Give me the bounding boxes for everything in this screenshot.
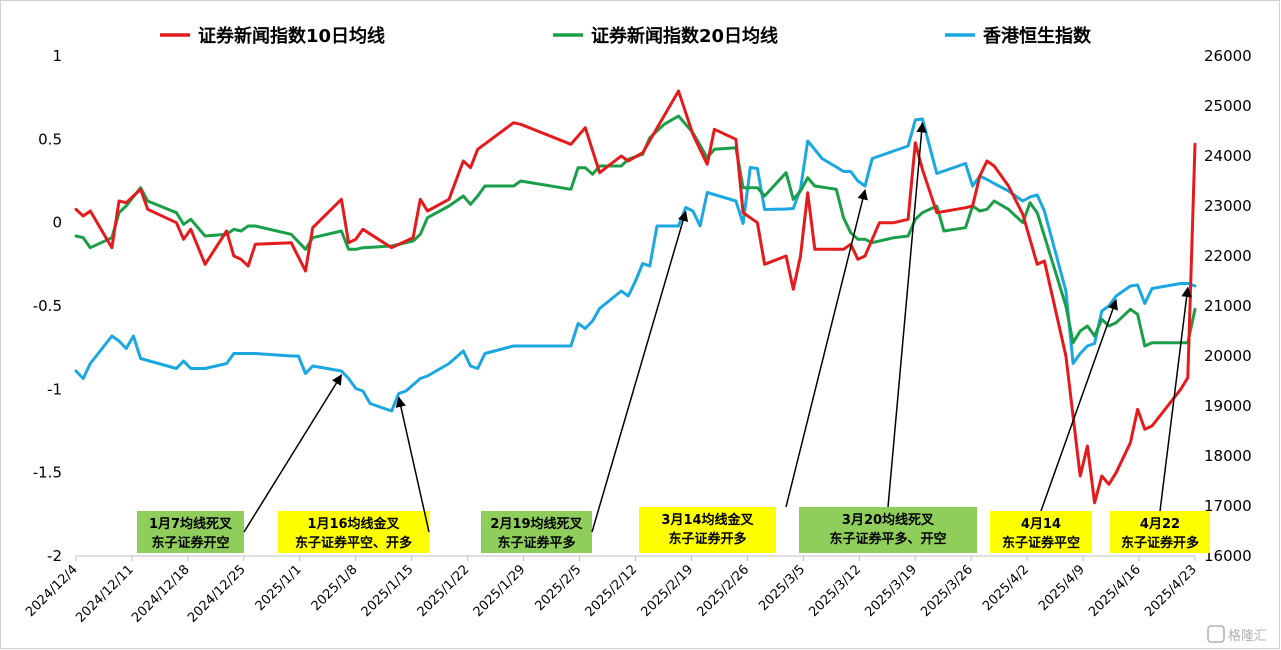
annotation-text: 4月22 bbox=[1140, 517, 1180, 532]
annotation-box bbox=[278, 511, 429, 553]
annotation-text: 2月19均线死叉 bbox=[490, 516, 583, 532]
right-tick-label: 23000 bbox=[1204, 197, 1252, 215]
left-tick-label: 1 bbox=[52, 47, 62, 65]
watermark-logo-icon bbox=[1207, 625, 1225, 643]
annotation-text: 4月14 bbox=[1021, 517, 1061, 532]
left-tick-label: 0 bbox=[52, 214, 62, 232]
annotation-text: 东子证券开多 bbox=[1121, 535, 1199, 551]
series-line-ma20 bbox=[74, 114, 1197, 348]
right-tick-label: 20000 bbox=[1204, 347, 1252, 365]
left-tick-label: 0.5 bbox=[38, 130, 62, 148]
annotation-arrow bbox=[887, 121, 927, 508]
annotation-box bbox=[481, 511, 592, 553]
right-tick-label: 22000 bbox=[1204, 247, 1252, 265]
right-tick-label: 24000 bbox=[1204, 147, 1252, 165]
annotation-box bbox=[990, 511, 1092, 553]
legend-label: 证券新闻指数20日均线 bbox=[591, 25, 778, 47]
right-tick-label: 19000 bbox=[1204, 397, 1252, 415]
annotation-box bbox=[1110, 511, 1210, 553]
annotation-box bbox=[639, 507, 776, 553]
annotation-text: 东子证券开多 bbox=[668, 531, 746, 547]
annotation-text: 1月16均线金叉 bbox=[307, 516, 400, 532]
left-tick-label: -0.5 bbox=[33, 297, 62, 315]
right-axis: 26000 25000 24000 23000 22000 21000 20000 19000… bbox=[1204, 47, 1252, 565]
annotation-arrow bbox=[1040, 299, 1118, 512]
annotation-text: 东子证券平多、开空 bbox=[829, 531, 946, 547]
watermark-text: 格隆汇 bbox=[1228, 628, 1267, 644]
annotation-7: 4月22 东子证券开多 bbox=[1110, 286, 1210, 553]
left-tick-label: -2 bbox=[47, 547, 62, 565]
annotation-text: 3月14均线金叉 bbox=[661, 512, 754, 528]
annotation-arrow bbox=[591, 210, 689, 533]
annotation-arrow bbox=[785, 188, 868, 508]
annotation-text: 东子证券平空、开多 bbox=[295, 535, 412, 551]
right-tick-label: 17000 bbox=[1204, 497, 1252, 515]
left-tick-label: -1.5 bbox=[33, 464, 62, 482]
annotation-text: 东子证券平多 bbox=[497, 535, 575, 551]
annotation-6: 4月14 东子证券平空 bbox=[990, 299, 1118, 553]
watermark: 格隆汇 bbox=[1207, 625, 1267, 644]
left-tick-label: -1 bbox=[47, 380, 62, 398]
right-tick-label: 16000 bbox=[1204, 547, 1252, 565]
right-tick-label: 18000 bbox=[1204, 447, 1252, 465]
annotation-text: 东子证券平空 bbox=[1002, 535, 1080, 551]
annotation-text: 东子证券开空 bbox=[151, 535, 229, 551]
series-line-hsi bbox=[74, 117, 1197, 413]
left-axis: 1 0.5 0 -0.5 -1 -1.5 -2 bbox=[33, 47, 62, 565]
legend: 证券新闻指数10日均线 证券新闻指数20日均线 香港恒生指数 bbox=[160, 25, 1092, 47]
annotation-arrow bbox=[395, 396, 430, 533]
right-tick-label: 21000 bbox=[1204, 297, 1252, 315]
series-line-ma10 bbox=[74, 89, 1197, 505]
series-layer bbox=[74, 89, 1197, 505]
annotations-layer: 1月7均线死叉东子证券开空1月16均线金叉东子证券平空、开多2月19均线死叉东子… bbox=[137, 121, 1210, 553]
annotation-box bbox=[799, 507, 977, 553]
legend-label: 香港恒生指数 bbox=[982, 25, 1092, 47]
annotation-box bbox=[137, 511, 244, 553]
annotation-text: 1月7均线死叉 bbox=[149, 516, 233, 532]
right-tick-label: 26000 bbox=[1204, 47, 1252, 65]
annotation-arrow bbox=[1159, 286, 1192, 512]
annotation-arrow bbox=[243, 374, 343, 533]
right-tick-label: 25000 bbox=[1204, 97, 1252, 115]
legend-label: 证券新闻指数10日均线 bbox=[198, 25, 385, 47]
annotation-text: 3月20均线死叉 bbox=[842, 512, 935, 528]
